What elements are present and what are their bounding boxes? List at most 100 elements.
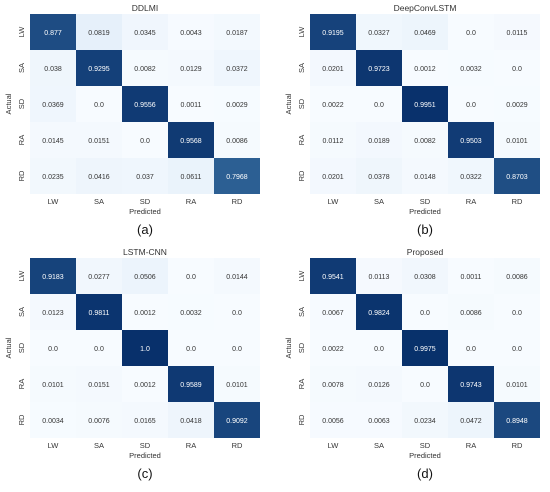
cell-value-label: 0.9951 bbox=[414, 102, 436, 109]
cell-value-label: 0.9195 bbox=[322, 30, 344, 37]
cell-value-label: 0.0063 bbox=[368, 418, 390, 425]
y-tick-label: LW bbox=[297, 270, 306, 282]
heatmap-cell bbox=[448, 366, 494, 402]
cell-value-label: 0.0369 bbox=[42, 102, 64, 109]
heatmap-cell bbox=[76, 50, 122, 86]
heatmap-cell bbox=[122, 86, 168, 122]
heatmap-cell bbox=[494, 402, 540, 438]
heatmap-cell bbox=[214, 402, 260, 438]
cell-value-label: 0.0101 bbox=[506, 382, 528, 389]
heatmap-cell bbox=[30, 330, 76, 366]
panel-title: LSTM-CNN bbox=[123, 247, 167, 257]
heatmap-cell bbox=[168, 402, 214, 438]
heatmap-cell bbox=[214, 50, 260, 86]
y-tick-label: SD bbox=[297, 342, 306, 353]
heatmap-cell bbox=[30, 122, 76, 158]
y-tick-label: RA bbox=[17, 135, 26, 145]
y-axis-label: Actual bbox=[284, 93, 293, 114]
heatmap-cell bbox=[310, 258, 356, 294]
x-axis-label: Predicted bbox=[129, 451, 161, 460]
cell-value-label: 0.0201 bbox=[322, 174, 344, 181]
cell-value-label: 0.0416 bbox=[88, 174, 110, 181]
cell-value-label: 0.0123 bbox=[42, 310, 64, 317]
heatmap-cell bbox=[494, 14, 540, 50]
cell-value-label: 0.0 bbox=[232, 310, 242, 317]
heatmap-cell bbox=[310, 294, 356, 330]
cell-value-label: 0.9568 bbox=[180, 138, 202, 145]
heatmap-cell bbox=[402, 86, 448, 122]
x-tick-label: SA bbox=[94, 197, 104, 206]
heatmap-cell bbox=[402, 402, 448, 438]
cell-value-label: 0.0086 bbox=[506, 274, 528, 281]
cell-value-label: 0.9183 bbox=[42, 274, 64, 281]
heatmap-cell bbox=[76, 122, 122, 158]
heatmap-cell bbox=[494, 366, 540, 402]
cell-value-label: 0.0029 bbox=[506, 102, 528, 109]
heatmap-cell bbox=[494, 330, 540, 366]
y-axis-label: Actual bbox=[284, 337, 293, 358]
cell-value-label: 0.0 bbox=[94, 102, 104, 109]
heatmap-cell bbox=[30, 366, 76, 402]
heatmap-cell bbox=[356, 14, 402, 50]
heatmap-cell bbox=[310, 14, 356, 50]
y-tick-label: RD bbox=[17, 414, 26, 425]
x-tick-label: SA bbox=[374, 197, 384, 206]
cell-value-label: 0.0029 bbox=[226, 102, 248, 109]
y-axis-label: Actual bbox=[4, 93, 13, 114]
heatmap-cell bbox=[448, 14, 494, 50]
heatmap-cell bbox=[122, 294, 168, 330]
heatmap-cell bbox=[494, 122, 540, 158]
heatmap-cell bbox=[168, 86, 214, 122]
heatmap-cell bbox=[494, 258, 540, 294]
heatmap-cell bbox=[402, 366, 448, 402]
cell-value-label: 0.0012 bbox=[414, 66, 436, 73]
cell-value-label: 0.0101 bbox=[226, 382, 248, 389]
cell-value-label: 0.0345 bbox=[134, 30, 156, 37]
cell-value-label: 0.0 bbox=[466, 346, 476, 353]
cell-value-label: 0.0 bbox=[232, 346, 242, 353]
cell-value-label: 0.0 bbox=[140, 138, 150, 145]
cell-value-label: 0.0032 bbox=[180, 310, 202, 317]
x-tick-label: RD bbox=[512, 441, 523, 450]
cell-value-label: 0.0 bbox=[512, 310, 522, 317]
heatmap-cell bbox=[402, 14, 448, 50]
cell-value-label: 0.0101 bbox=[42, 382, 64, 389]
x-tick-label: SA bbox=[94, 441, 104, 450]
cell-value-label: 0.0322 bbox=[460, 174, 482, 181]
heatmap-cell bbox=[30, 86, 76, 122]
x-axis-label: Predicted bbox=[409, 451, 441, 460]
heatmap-cell bbox=[168, 14, 214, 50]
cell-value-label: 0.0082 bbox=[134, 66, 156, 73]
cell-value-label: 0.0 bbox=[374, 346, 384, 353]
heatmap-cell bbox=[310, 366, 356, 402]
cell-value-label: 0.9811 bbox=[89, 310, 110, 317]
cell-value-label: 0.0067 bbox=[322, 310, 344, 317]
cell-value-label: 0.0056 bbox=[322, 418, 344, 425]
heatmap-cell bbox=[214, 86, 260, 122]
panel-title: DeepConvLSTM bbox=[394, 3, 457, 13]
cell-value-label: 0.0043 bbox=[180, 30, 202, 37]
heatmap-cell bbox=[30, 294, 76, 330]
panel-caption: (a) bbox=[137, 222, 153, 237]
cell-value-label: 0.0235 bbox=[42, 174, 64, 181]
heatmap-cell bbox=[310, 50, 356, 86]
heatmap-cell bbox=[356, 50, 402, 86]
cell-value-label: 0.0277 bbox=[88, 274, 110, 281]
confusion-matrix-panel: DeepConvLSTM 0.9195 0.0327 0.0469 0.0 0.0115 0… bbox=[284, 3, 540, 237]
x-tick-label: SD bbox=[420, 441, 431, 450]
cell-value-label: 0.0 bbox=[512, 66, 522, 73]
panel-title: DDLMI bbox=[132, 3, 158, 13]
heatmap-cell bbox=[494, 50, 540, 86]
x-tick-label: RA bbox=[466, 197, 476, 206]
heatmap-cell bbox=[356, 258, 402, 294]
cell-value-label: 0.0011 bbox=[181, 102, 202, 109]
x-tick-label: SD bbox=[140, 441, 151, 450]
cell-value-label: 0.0 bbox=[186, 346, 196, 353]
cell-value-label: 0.8948 bbox=[506, 418, 528, 425]
heatmap-cell bbox=[494, 158, 540, 194]
cell-value-label: 0.0189 bbox=[368, 138, 390, 145]
heatmap-cell bbox=[356, 294, 402, 330]
heatmap-cell bbox=[356, 366, 402, 402]
heatmap-cell bbox=[402, 258, 448, 294]
cell-value-label: 0.0144 bbox=[226, 274, 248, 281]
